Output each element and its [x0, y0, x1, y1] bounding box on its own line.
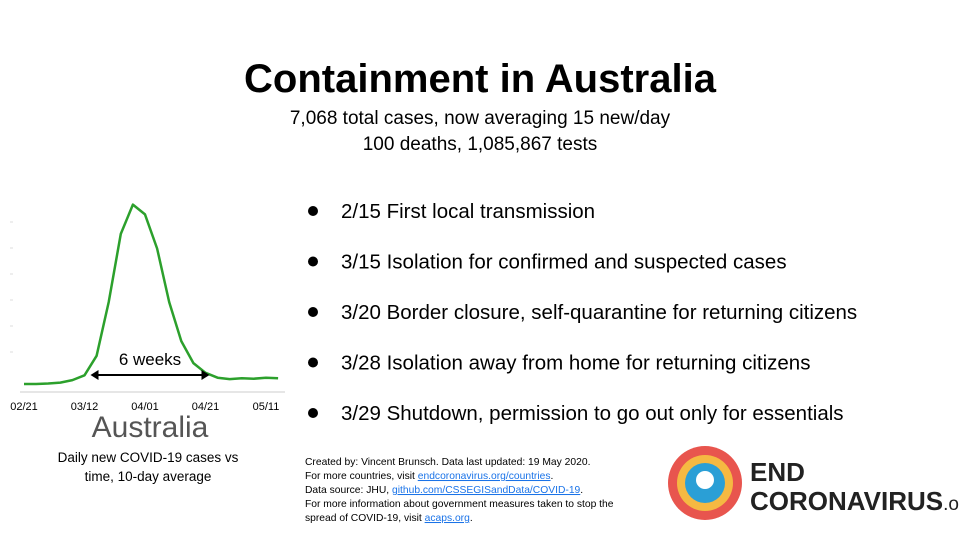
chart: Australia Daily new COVID-19 cases vs ti…	[10, 221, 285, 484]
bullet-dot	[308, 256, 318, 267]
x-tick-label: 04/21	[192, 401, 220, 413]
title: Containment in Australia	[244, 57, 717, 101]
bullet-text: 3/15 Isolation for confirmed and suspect…	[341, 251, 787, 274]
x-tick-label: 02/21	[10, 401, 38, 413]
line-series	[24, 203, 279, 386]
bullet-text: 3/20 Border closure, self-quarantine for…	[341, 301, 857, 324]
bullet-dot	[308, 408, 318, 418]
credit-text: For more information about government me…	[305, 499, 614, 510]
x-tick-label: 05/11	[253, 401, 280, 413]
credit-link[interactable]: endcoronavirus.org/countries	[418, 471, 551, 482]
logo-text: CORONAVIRUS	[750, 486, 943, 516]
x-tick-label: 03/12	[71, 401, 99, 413]
bullet-text: 3/28 Isolation away from home for return…	[341, 352, 810, 375]
bullet-text: 3/29 Shutdown, permission to go out only…	[341, 402, 844, 425]
subtitle: 100 deaths, 1,085,867 tests	[363, 134, 598, 155]
logo-suffix: .org	[943, 494, 960, 515]
credit-line: Created by: Vincent Brunsch. Data last u…	[305, 457, 590, 468]
credit-text: spread of COVID-19, visit	[305, 513, 425, 524]
chart-title: Australia	[92, 411, 209, 444]
logo-text: END	[750, 457, 805, 487]
annotation: 6 weeks	[119, 350, 181, 369]
arrow-head	[201, 370, 210, 380]
credit-line: For more countries, visit endcoronavirus…	[305, 471, 553, 482]
credit-line: Data source: JHU, github.com/CSSEGISandD…	[305, 485, 583, 496]
chart-caption: time, 10-day average	[85, 469, 212, 484]
bullet-dot	[308, 357, 318, 368]
bullet-dot	[308, 307, 318, 317]
x-tick-label: 04/01	[131, 401, 159, 413]
credit-link[interactable]: github.com/CSSEGISandData/COVID-19	[392, 485, 581, 496]
credit-text: .	[551, 471, 554, 482]
credit-text: Data source: JHU,	[305, 485, 392, 496]
logo-text: CORONAVIRUS.org	[750, 486, 960, 516]
arrow-head	[90, 370, 99, 380]
credit-link[interactable]: acaps.org	[425, 513, 470, 524]
logo: END CORONAVIRUS.org	[668, 446, 960, 520]
credit-line: For more information about government me…	[305, 499, 614, 510]
credit-text: For more countries, visit	[305, 471, 418, 482]
bullet-text: 2/15 First local transmission	[341, 200, 595, 223]
logo-virus	[696, 471, 714, 489]
chart-caption: Daily new COVID-19 cases vs	[58, 450, 239, 465]
credit-text: .	[580, 485, 583, 496]
credit-text: .	[470, 513, 473, 524]
credit-text: Created by: Vincent Brunsch. Data last u…	[305, 457, 590, 468]
bullet-dot	[308, 206, 318, 216]
y-axis-decoration	[10, 221, 13, 353]
subtitle: 7,068 total cases, now averaging 15 new/…	[290, 108, 671, 129]
credit-line: spread of COVID-19, visit acaps.org.	[305, 513, 473, 524]
